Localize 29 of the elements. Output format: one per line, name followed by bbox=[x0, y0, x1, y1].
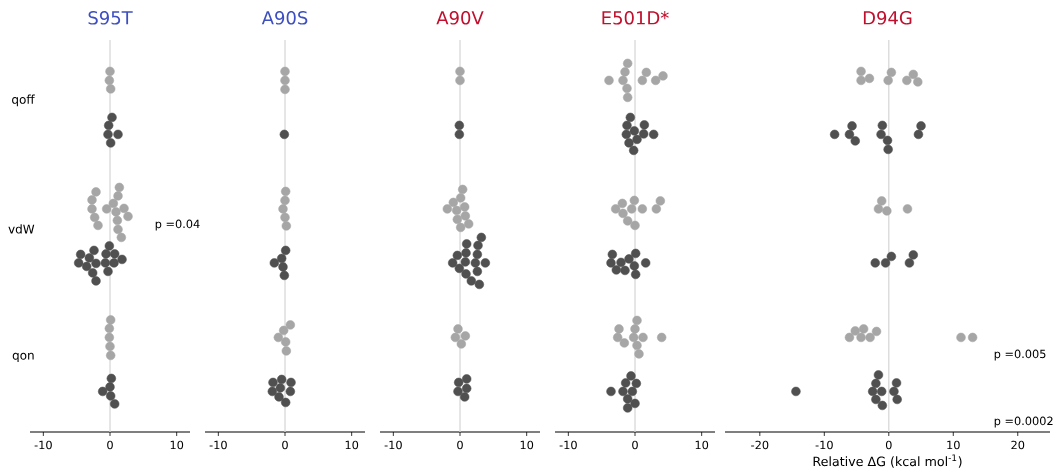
x-tick-label: -10 bbox=[384, 440, 402, 450]
annotation: p =0.005 bbox=[994, 349, 1046, 361]
chart-title: E501D* bbox=[602, 11, 669, 25]
x-tick-label: 10 bbox=[520, 440, 534, 450]
x-tick-label: 10 bbox=[947, 440, 960, 450]
x-axis-title: Relative ΔG (kcal mol$^{-1}$) bbox=[813, 454, 962, 468]
chart-title: A90V bbox=[436, 11, 484, 25]
x-tick-label: 0 bbox=[282, 440, 288, 450]
x-tick-label: 0 bbox=[107, 440, 113, 450]
x-tick-label: 0 bbox=[457, 440, 463, 450]
x-tick-label: 10 bbox=[695, 440, 709, 450]
y-tick-label: qoff bbox=[12, 94, 35, 107]
x-tick-label: 0 bbox=[885, 440, 892, 450]
annotation: p =0.04 bbox=[155, 219, 200, 231]
x-tick-label: 20 bbox=[1011, 440, 1025, 450]
x-tick-label: 10 bbox=[170, 440, 184, 450]
chart-title: S95T bbox=[88, 11, 133, 25]
x-tick-label: -10 bbox=[815, 440, 833, 450]
annotation: p =0.0002 bbox=[994, 416, 1053, 428]
x-tick-label: -10 bbox=[559, 440, 577, 450]
y-tick-label: vdW bbox=[8, 224, 35, 234]
x-tick-label: 0 bbox=[632, 440, 638, 450]
y-tick-label: qon bbox=[12, 352, 34, 363]
x-tick-label: -20 bbox=[751, 440, 769, 450]
chart-title: D94G bbox=[863, 11, 912, 25]
chart-title: A90S bbox=[261, 11, 308, 25]
x-tick-label: 10 bbox=[345, 440, 359, 450]
x-tick-label: -10 bbox=[209, 440, 227, 450]
x-tick-label: -10 bbox=[34, 440, 52, 450]
